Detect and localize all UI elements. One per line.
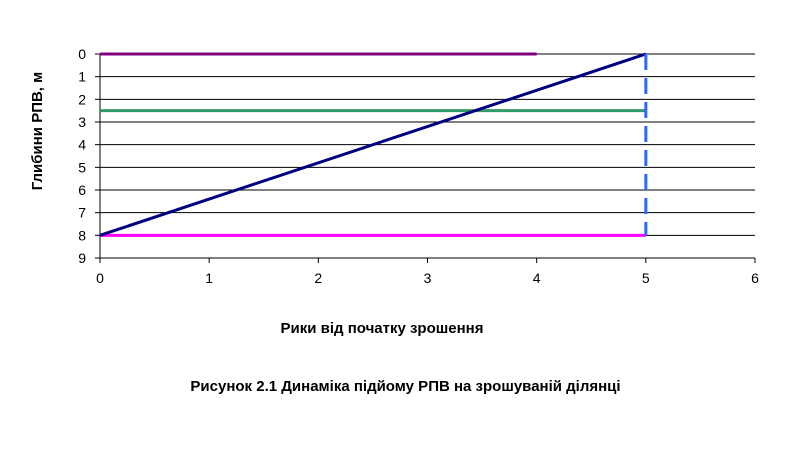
figure-caption: Рисунок 2.1 Динаміка підйому РПВ на зрош…: [190, 378, 621, 395]
y-tick-label-6: 6: [78, 182, 86, 198]
grid-lines: [100, 53, 755, 236]
x-tick-label-4: 4: [533, 270, 541, 286]
x-tick-label-0: 0: [96, 270, 104, 286]
series-lines: [99, 52, 648, 237]
x-tick-label-1: 1: [205, 270, 213, 286]
y-tick-label-5: 5: [78, 159, 86, 175]
x-tick-label-6: 6: [751, 270, 759, 286]
y-tick-label-0: 0: [78, 46, 86, 62]
y-tick-label-7: 7: [78, 205, 86, 221]
y-tick-label-9: 9: [78, 250, 86, 266]
x-tick-label-3: 3: [424, 270, 432, 286]
series-line-4: [99, 52, 647, 237]
x-axis-title: Рики від початку зрошення: [281, 320, 484, 337]
y-axis-title: Глибини РПВ, м: [29, 72, 46, 191]
y-tick-label-1: 1: [78, 69, 86, 85]
y-tick-label-2: 2: [78, 91, 86, 107]
x-tick-label-2: 2: [314, 270, 322, 286]
x-tick-label-5: 5: [642, 270, 650, 286]
y-tick-label-3: 3: [78, 114, 86, 130]
y-tick-label-8: 8: [78, 227, 86, 243]
axes: [95, 53, 756, 263]
y-tick-label-4: 4: [78, 137, 86, 153]
